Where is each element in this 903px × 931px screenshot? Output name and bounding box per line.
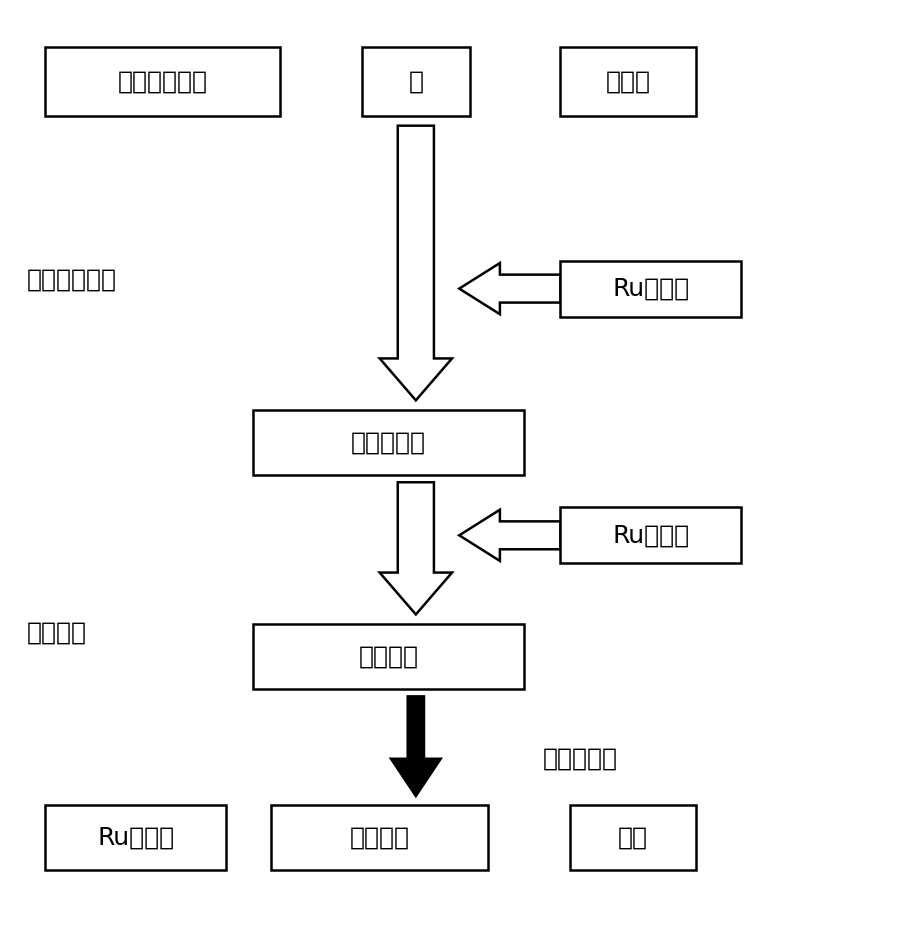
Bar: [253, 624, 524, 689]
Text: 绿色柴油: 绿色柴油: [349, 826, 409, 850]
Polygon shape: [459, 510, 560, 560]
Bar: [361, 47, 470, 116]
Text: 饱和脂肪酸: 饱和脂肪酸: [351, 430, 425, 454]
Bar: [560, 507, 740, 563]
Bar: [271, 805, 488, 870]
Polygon shape: [379, 482, 452, 614]
Text: 脱羧产物: 脱羧产物: [358, 644, 418, 668]
Bar: [45, 805, 226, 870]
Bar: [560, 261, 740, 317]
Bar: [45, 47, 280, 116]
Polygon shape: [379, 126, 452, 400]
Polygon shape: [391, 696, 441, 796]
Text: 供氢剂: 供氢剂: [605, 70, 650, 93]
Text: 脱羧反应: 脱羧反应: [27, 621, 87, 645]
Text: 过滤、分离: 过滤、分离: [542, 747, 617, 771]
Text: Ru催化剂: Ru催化剂: [611, 523, 689, 547]
Text: 水: 水: [408, 70, 423, 93]
Text: Ru催化剂: Ru催化剂: [611, 277, 689, 301]
Bar: [253, 410, 524, 475]
Polygon shape: [459, 263, 560, 315]
Text: Ru催化剂: Ru催化剂: [97, 826, 174, 850]
Text: 水相: 水相: [617, 826, 647, 850]
Text: 重整加氢反应: 重整加氢反应: [27, 267, 117, 291]
Bar: [569, 805, 695, 870]
Bar: [560, 47, 695, 116]
Text: 不饱和脂肪酸: 不饱和脂肪酸: [117, 70, 208, 93]
